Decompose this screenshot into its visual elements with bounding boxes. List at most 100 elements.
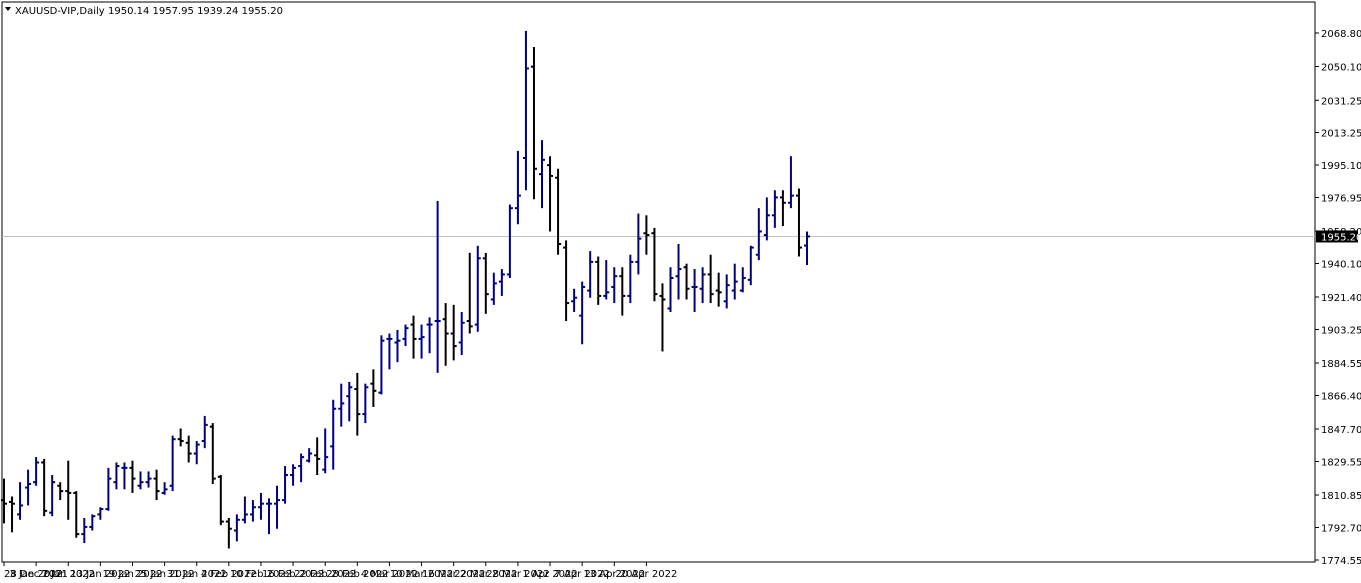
ohlc-bar: [185, 435, 192, 463]
ohlc-bar: [643, 215, 650, 255]
symbol-label: XAUUSD-VIP,Daily: [15, 6, 105, 17]
ohlc-bar: [563, 240, 570, 321]
ohlc-bar: [731, 263, 738, 300]
ohlc-bar: [771, 190, 778, 228]
ohlc-bar: [17, 482, 24, 520]
y-tick-label: 2031.25: [1321, 96, 1361, 107]
x-tick-label: 28 Mar 2022: [486, 569, 549, 580]
ohlc-bar: [555, 168, 562, 255]
ohlc-bar: [105, 467, 112, 511]
ohlc-bar: [241, 496, 248, 524]
ohlc-bar: [378, 335, 385, 395]
ohlc-bar: [129, 460, 136, 493]
ohlc-bars: [1, 30, 810, 549]
ohlc-bar: [298, 453, 305, 483]
ohlc-bar: [739, 267, 746, 293]
current-price-label: 1955.20: [1321, 232, 1361, 243]
ohlc-bar: [603, 260, 610, 300]
ohlc-bar: [466, 252, 473, 334]
ohlc-bar: [514, 150, 521, 225]
ohlc-bar: [225, 518, 232, 549]
ohlc-bar: [217, 475, 224, 526]
ohlc-bar: [33, 457, 40, 486]
ohlc-bar: [306, 448, 313, 463]
ohlc-bar: [346, 381, 353, 422]
ohlc-bar: [490, 272, 497, 305]
price-axis: 2068.80 2050.10 2031.25 2013.25 1995.10 1976.…: [1315, 29, 1361, 567]
ohlc-bar: [65, 460, 72, 520]
ohlc-bar: [715, 272, 722, 307]
ohlc-bar: [394, 329, 401, 363]
ohlc-bar: [587, 251, 594, 298]
x-tick-label: 16 Mar 2022: [422, 569, 485, 580]
y-tick-label: 2050.10: [1321, 62, 1361, 73]
ohlc-bar: [354, 372, 361, 436]
y-tick-label: 1774.55: [1321, 556, 1361, 567]
ohlc-bar: [265, 498, 272, 535]
x-tick-label: 31 Jan 2022: [167, 569, 227, 580]
ohlc-bar: [49, 475, 56, 517]
ohlc-bar: [89, 514, 96, 531]
y-tick-label: 2013.25: [1321, 128, 1361, 139]
ohlc-bar: [747, 245, 754, 286]
ohlc-bar: [177, 428, 184, 447]
ohlc-bar: [659, 283, 666, 352]
y-tick-label: 1903.25: [1321, 325, 1361, 336]
ohlc-bar: [249, 500, 256, 522]
y-tick-label: 1921.40: [1321, 293, 1361, 304]
x-tick-label: 13 Jan 2022: [70, 569, 130, 580]
ohlc-bar: [611, 267, 618, 304]
ohlc-bar: [81, 518, 88, 544]
ohlc-readout: 1950.14 1957.95 1939.24 1955.20: [108, 6, 283, 17]
ohlc-bar: [137, 471, 144, 490]
ohlc-bar: [57, 482, 64, 501]
ohlc-bar: [193, 440, 200, 465]
y-tick-label: 1884.55: [1321, 359, 1361, 370]
ohlc-bar: [1, 478, 7, 524]
y-tick-label: 1829.55: [1321, 457, 1361, 468]
ohlc-bar: [506, 204, 513, 279]
ohlc-bar: [41, 458, 48, 517]
ohlc-bar: [418, 324, 425, 359]
ohlc-bar: [169, 435, 176, 492]
ohlc-bar: [145, 471, 152, 488]
ohlc-bar: [795, 188, 802, 257]
x-tick-label: 4 Feb 2022: [201, 569, 257, 580]
ohlc-bar: [571, 288, 578, 313]
x-tick-label: 13 Apr 2022: [583, 569, 645, 580]
plot-area: [1, 1, 1316, 563]
triangle-down-icon[interactable]: [5, 7, 11, 11]
ohlc-bar: [330, 399, 337, 470]
ohlc-bar: [763, 197, 770, 241]
ohlc-bar: [9, 496, 16, 533]
ohlc-bar: [707, 254, 714, 304]
ohlc-bar: [386, 333, 393, 370]
ohlc-bar: [619, 267, 626, 316]
ohlc-bar: [362, 383, 369, 424]
ohlc-bar: [161, 482, 168, 495]
x-tick-label: 3 Jan 2022: [9, 569, 63, 580]
ohlc-bar: [804, 231, 810, 266]
ohlc-bar: [410, 315, 417, 359]
ohlc-bar: [209, 423, 216, 484]
ohlc-bar: [667, 267, 674, 313]
ohlc-bar: [442, 303, 449, 366]
ohlc-bar: [530, 46, 537, 200]
ohlc-bar: [595, 256, 602, 305]
ohlc-bar: [579, 281, 586, 345]
ohlc-bar: [426, 317, 433, 354]
ohlc-bar: [290, 464, 297, 486]
ohlc-bar: [482, 252, 489, 314]
ohlc-bar: [522, 30, 529, 191]
x-tick-label: 19 Jan 2022: [103, 569, 163, 580]
ohlc-bar: [201, 415, 208, 449]
price-label: 1955.20: [1316, 230, 1361, 243]
ohlc-bar: [282, 466, 289, 504]
ohlc-bar: [25, 469, 32, 506]
x-tick-label: 16 Feb 2022: [262, 569, 324, 580]
ohlc-bar: [233, 514, 240, 542]
ohlc-bar: [314, 437, 321, 476]
ohlc-bar: [699, 267, 706, 304]
